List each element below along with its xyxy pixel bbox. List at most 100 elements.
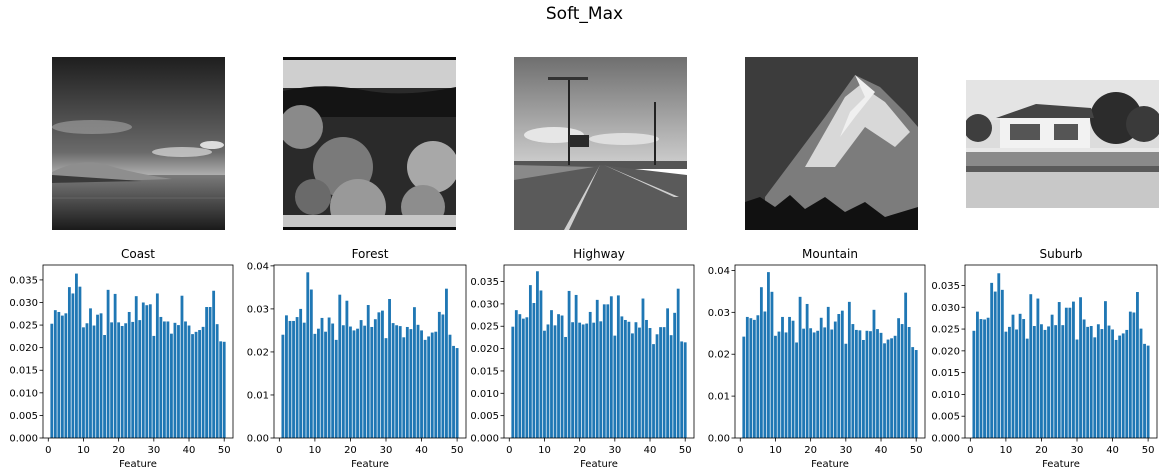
bar [1000, 289, 1004, 438]
bar [288, 320, 292, 438]
bar [1032, 326, 1036, 438]
bar [1139, 328, 1143, 438]
bar [82, 327, 85, 438]
bar [1118, 335, 1122, 438]
y-tick-label: 0.030 [9, 298, 38, 309]
x-tick-label: 40 [183, 445, 196, 456]
axes-frame [273, 264, 467, 439]
bar [166, 321, 170, 438]
chart-title: Suburb [1040, 247, 1083, 261]
bar [57, 311, 61, 438]
x-tick-label: 0 [45, 445, 51, 456]
bar [837, 314, 841, 438]
bar [805, 303, 809, 438]
x-tick-label: 30 [839, 445, 852, 456]
x-tick-label: 20 [344, 445, 357, 456]
bar [876, 329, 879, 438]
bar [395, 325, 399, 438]
bar [588, 311, 592, 438]
bar [914, 350, 918, 438]
bar [391, 323, 395, 438]
bar [309, 289, 313, 438]
bar [645, 319, 648, 438]
bar [752, 319, 756, 438]
bar [1100, 329, 1104, 438]
y-tick-label: 0.00 [708, 434, 730, 445]
bar [609, 296, 613, 438]
bar [1125, 329, 1129, 438]
bar [1079, 297, 1082, 438]
y-tick-label: 0.00 [247, 434, 269, 445]
bar [759, 287, 763, 438]
x-axis-label: Feature [351, 459, 389, 470]
x-tick-label: 30 [1071, 445, 1084, 456]
bar [85, 323, 89, 438]
bar [798, 296, 802, 438]
bar [680, 341, 684, 438]
chart-title: Forest [352, 247, 389, 261]
y-tick-label: 0.015 [9, 366, 38, 377]
bar [1018, 313, 1022, 438]
bar [673, 312, 677, 438]
bar [416, 324, 420, 438]
bar [359, 320, 363, 438]
x-axis-label: Feature [580, 459, 618, 470]
bar [413, 307, 416, 438]
bar [281, 334, 285, 438]
x-tick-label: 50 [1142, 445, 1155, 456]
bar [865, 330, 869, 438]
bar [1089, 326, 1093, 438]
bar [124, 323, 128, 438]
bar [862, 339, 865, 438]
bar [191, 334, 194, 438]
bar [550, 310, 553, 438]
bar [295, 317, 299, 438]
bar [1136, 292, 1139, 438]
x-tick-label: 0 [506, 445, 512, 456]
bar [1061, 325, 1065, 438]
bar [1054, 325, 1058, 438]
bar [791, 320, 795, 438]
bar [641, 298, 645, 438]
bar [320, 317, 324, 438]
bar [352, 330, 356, 438]
y-tick-label: 0.000 [931, 434, 960, 445]
bar [784, 332, 788, 438]
chart-panel: 0 10 20 30 40 50 0.000 0.005 0.010 0.015 0.020 0.02… [931, 247, 1158, 470]
bar [134, 296, 138, 438]
bar [872, 309, 876, 438]
bar [120, 325, 124, 438]
y-tick-label: 0.025 [470, 322, 499, 333]
bar [205, 307, 209, 438]
bar [840, 310, 844, 438]
bar [560, 315, 564, 438]
suburb-photo [966, 80, 1159, 208]
bar [177, 325, 180, 438]
bar [879, 332, 883, 438]
bar [844, 343, 848, 438]
bar [847, 301, 851, 438]
bar [819, 317, 823, 438]
bar [574, 294, 578, 438]
bar [341, 325, 345, 438]
y-tick-label: 0.03 [247, 304, 269, 315]
bar [1104, 301, 1107, 438]
bar [103, 335, 106, 438]
y-tick-label: 0.035 [470, 277, 499, 288]
bar [1050, 314, 1054, 438]
bar [398, 326, 402, 438]
bar [292, 320, 295, 438]
bar [539, 290, 543, 438]
bar [557, 314, 560, 438]
bar [812, 332, 816, 438]
x-tick-label: 50 [218, 445, 231, 456]
bar [564, 336, 567, 438]
y-tick-label: 0.000 [9, 434, 38, 445]
bar [162, 321, 166, 438]
bar [745, 316, 749, 438]
bar [71, 293, 75, 438]
bar [113, 293, 117, 438]
bar [788, 316, 791, 438]
bar [669, 335, 673, 438]
bar [1015, 329, 1018, 438]
